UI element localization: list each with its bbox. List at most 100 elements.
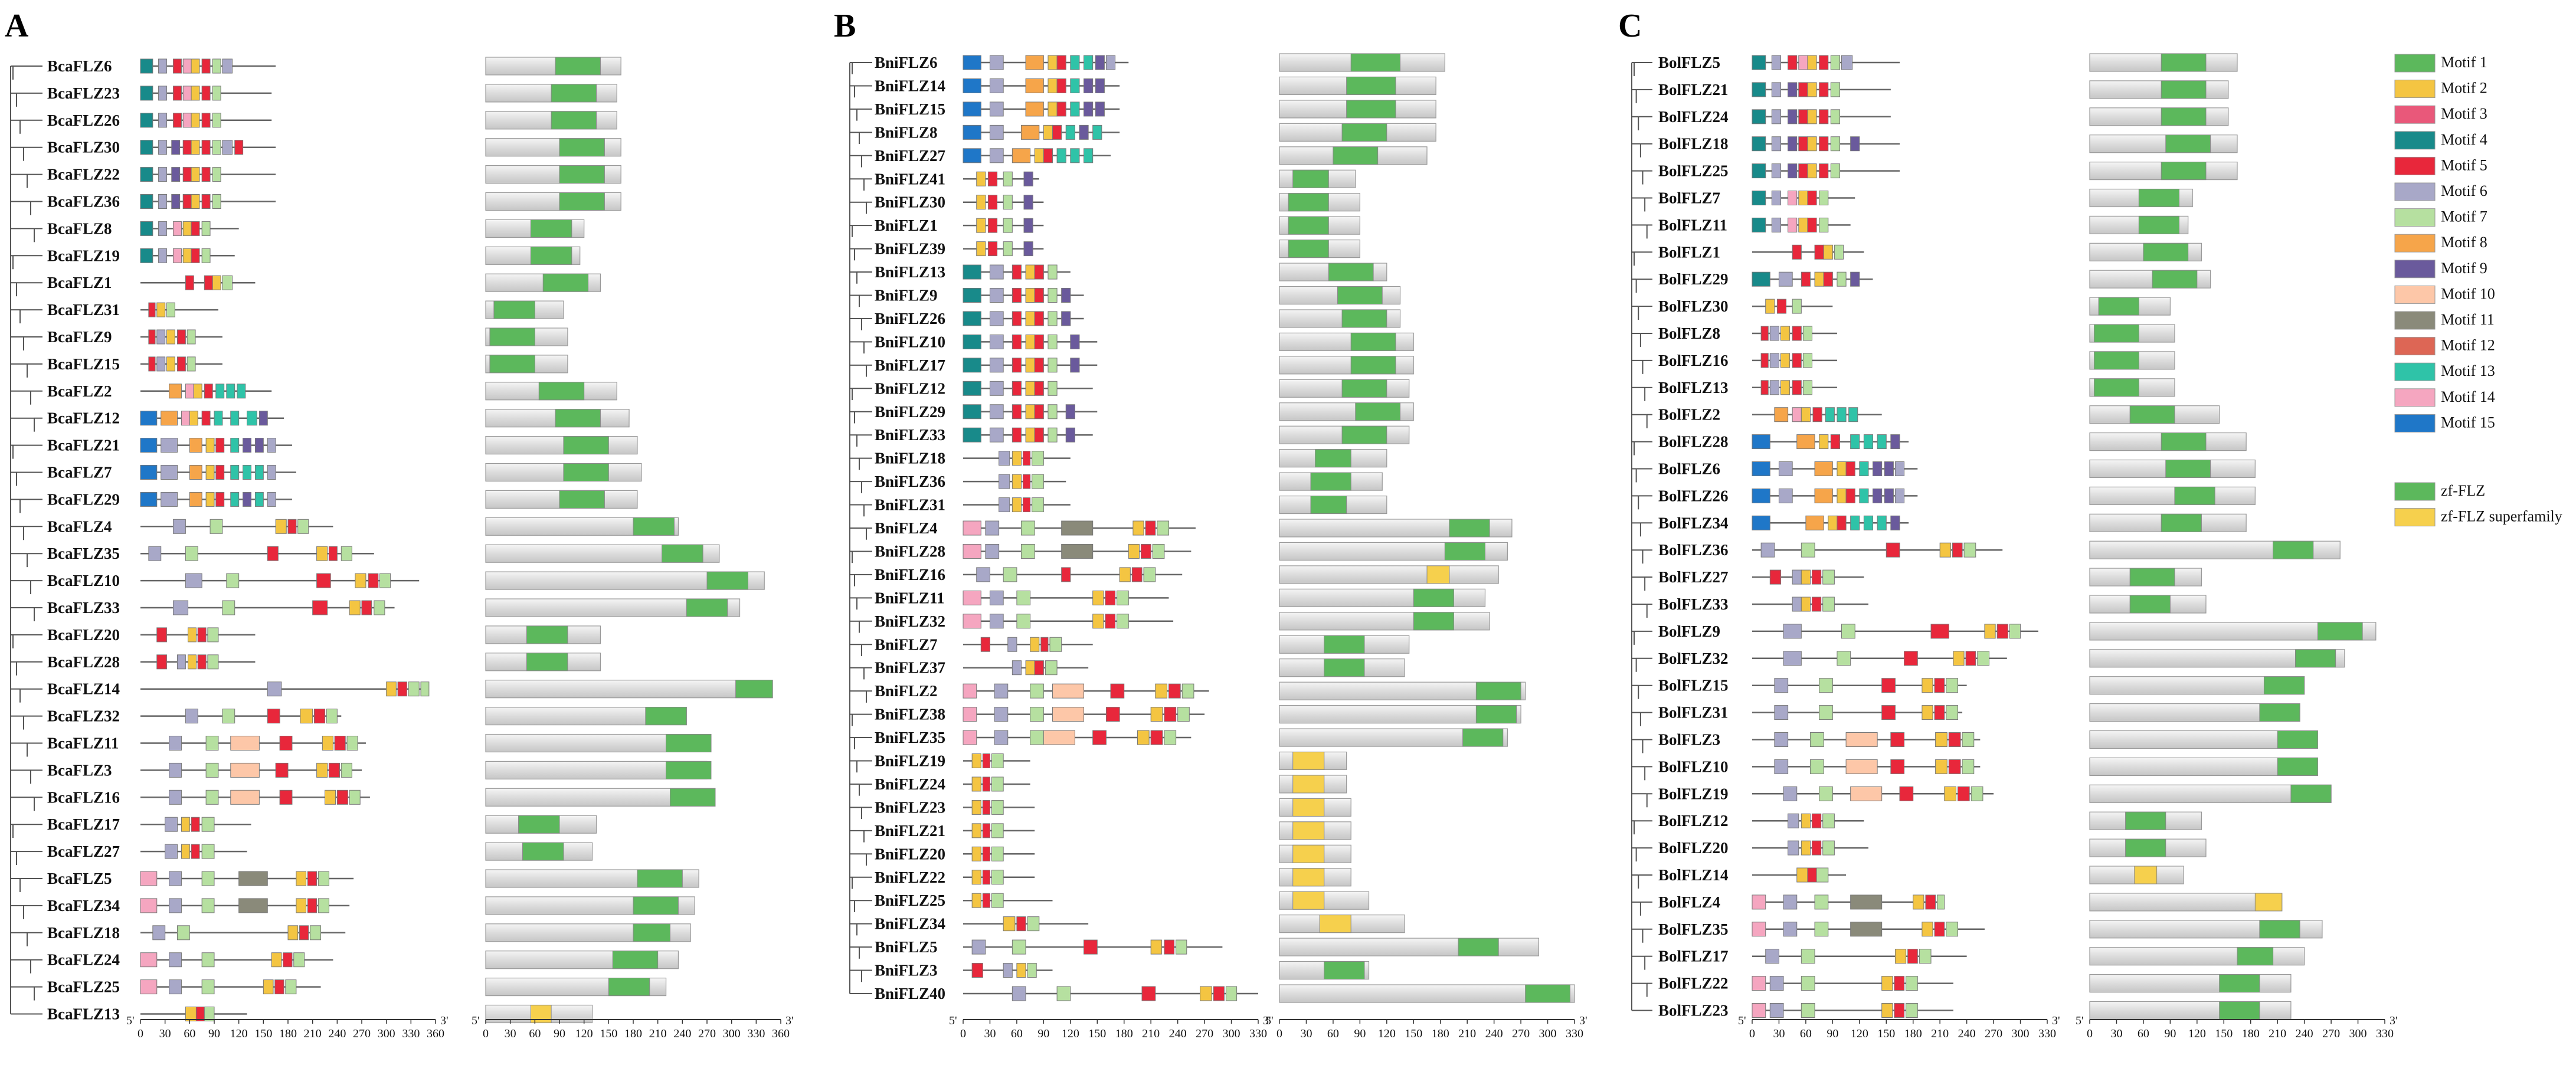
motif-9-box [1873, 488, 1883, 503]
motif-4-box [963, 358, 981, 373]
motif-9-box [258, 411, 268, 426]
legend-motif-10-swatch [2394, 285, 2436, 304]
motif-2-box [193, 384, 202, 399]
motif-6-box [1778, 461, 1793, 476]
gene-row: BcaFLZ2 [47, 382, 617, 401]
motif-14-box [963, 730, 977, 745]
motif-7-box [991, 753, 1004, 768]
motif-7-box [2009, 624, 2021, 639]
motif-5-box [1812, 569, 1822, 585]
motif-2-box [271, 952, 282, 968]
tick-label: 210 [2269, 1027, 2286, 1040]
tick-label: 270 [1512, 1027, 1530, 1040]
motif-2-box [287, 925, 299, 941]
motif-7-box [1814, 894, 1829, 910]
gene-row: BniFLZ14 [875, 76, 1436, 96]
motif-7-box [1032, 474, 1044, 489]
motif-13-box [1825, 407, 1835, 422]
motif-2-box [1935, 759, 1947, 774]
gene-name: BcaFLZ15 [47, 355, 120, 373]
motif-15-box [963, 55, 981, 70]
motif-6-box [222, 58, 233, 74]
gene-name: BcaFLZ10 [47, 572, 120, 589]
tick-label: 90 [208, 1027, 220, 1040]
motif-7-box [212, 167, 221, 182]
gene-name: BcaFLZ1 [47, 274, 112, 291]
gene-name: BcaFLZ6 [47, 57, 112, 75]
motif-2-box [1823, 244, 1833, 260]
protein-bar [1279, 588, 1486, 607]
motif-7-box [1003, 171, 1013, 186]
gene-name: BcaFLZ36 [47, 193, 120, 211]
motif-6-box [1771, 55, 1781, 70]
motif-4-box [963, 288, 981, 303]
motif-6-box [169, 736, 182, 751]
motif-7-box [222, 600, 235, 615]
motif-9-box [1873, 461, 1883, 476]
zf-flz-domain [563, 463, 609, 481]
motif-5-box [316, 573, 331, 588]
motif-8-box [1020, 124, 1040, 140]
motif-7-box [1048, 264, 1058, 280]
motif-7-box [1937, 894, 1945, 910]
protein-bar [485, 435, 638, 455]
motif-2-box [1798, 217, 1808, 232]
motif-4-box [1752, 109, 1766, 124]
motif-5-box [215, 491, 225, 507]
motif-9-box [1788, 109, 1798, 124]
legend-motif-12-swatch [2394, 337, 2436, 356]
gene-name: BniFLZ25 [875, 892, 945, 909]
motif-5-box [1881, 678, 1896, 693]
gene-name: BolFLZ18 [1658, 135, 1729, 153]
gene-row: BcaFLZ7 [47, 463, 642, 482]
motif-2-box [1137, 730, 1150, 745]
motif-7-box [1802, 353, 1813, 368]
motif-2-box [1128, 543, 1140, 559]
motif-7-box [1834, 244, 1844, 260]
motif-5-box [148, 302, 156, 317]
motif-5-box [987, 218, 998, 233]
motif-14-box [1788, 191, 1798, 205]
motif-13-box [1070, 101, 1080, 117]
legend-motif-12-label: Motif 12 [2441, 337, 2495, 354]
motif-6-box [165, 844, 178, 859]
motif-7-box [293, 952, 305, 968]
motif-7-box [326, 709, 338, 724]
gene-name: BcaFLZ4 [47, 517, 112, 535]
motif-14-box [182, 58, 192, 74]
motif-2-box [1119, 567, 1131, 582]
motif-15-box [963, 78, 981, 93]
motif-5-box [1837, 515, 1847, 530]
motif-5-box [1948, 759, 1961, 774]
gene-row: BniFLZ24 [875, 775, 1347, 794]
motif-13-box [230, 438, 240, 453]
motif-5-box [1965, 651, 1976, 666]
motif-7-box [1048, 311, 1058, 326]
motif-13-box [1070, 78, 1080, 93]
legend-motif-4-label: Motif 4 [2441, 131, 2487, 148]
gene-row: BolFLZ21 [1658, 80, 2229, 99]
gene-name: BolFLZ15 [1658, 677, 1729, 694]
motif-7-box [177, 925, 190, 941]
tick-label: 120 [230, 1027, 248, 1040]
gene-name: BniFLZ17 [875, 356, 945, 374]
motif-2-box [205, 465, 215, 480]
motif-5-box [1141, 986, 1156, 1001]
motif-5-box [191, 817, 200, 832]
gene-row: BcaFLZ36 [47, 192, 621, 211]
motif-5-box [1788, 55, 1798, 70]
legend-motif-13-label: Motif 13 [2441, 362, 2495, 379]
motif-9-box [1788, 163, 1798, 179]
motif-2-box [1814, 271, 1824, 287]
motif-5-box [1110, 683, 1125, 699]
motif-5-box [1812, 840, 1822, 856]
motif-5-box [982, 776, 990, 792]
motif-6-box [177, 654, 186, 670]
gene-name: BniFLZ9 [875, 287, 938, 304]
zf-flz-domain [637, 869, 683, 888]
motif-5-box [312, 600, 328, 615]
motif-6-box [989, 427, 1004, 443]
motif-8-box [1025, 101, 1044, 117]
gene-row: BniFLZ10 [875, 332, 1414, 352]
motif-2-box [1025, 288, 1035, 303]
